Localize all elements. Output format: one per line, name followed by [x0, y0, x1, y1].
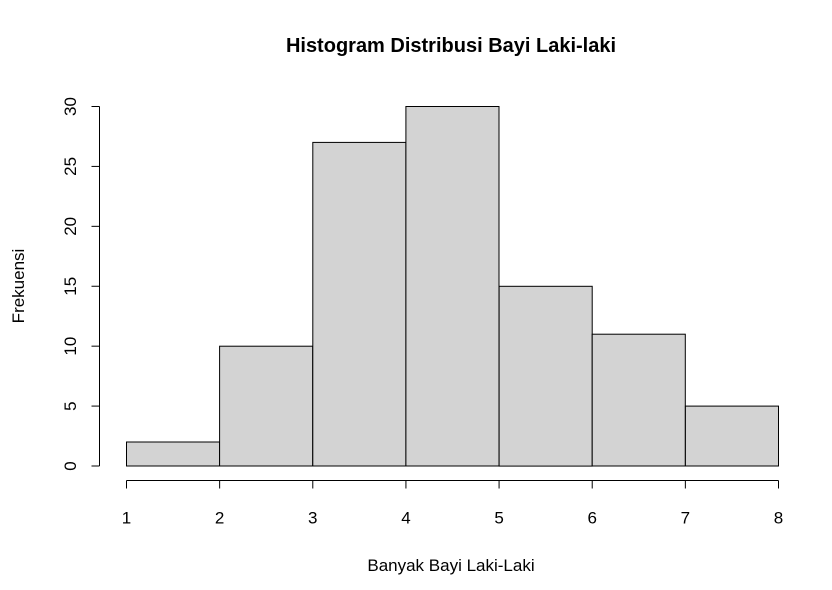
x-tick-label: 1 — [122, 509, 131, 528]
y-tick-label: 30 — [61, 97, 80, 116]
y-tick-label: 5 — [61, 401, 80, 410]
y-axis: 0 5 10 15 20 25 30 — [61, 97, 100, 471]
x-tick-label: 2 — [215, 509, 224, 528]
x-tick-label: 5 — [494, 509, 503, 528]
x-axis: 1 2 3 4 5 6 7 8 — [122, 480, 783, 528]
x-tick-label: 6 — [587, 509, 596, 528]
x-tick-label: 7 — [681, 509, 690, 528]
y-tick-label: 0 — [61, 461, 80, 470]
histogram-bar — [405, 106, 500, 467]
y-tick-label: 15 — [61, 277, 80, 296]
histogram-bar — [219, 345, 314, 467]
chart-title: Histogram Distribusi Bayi Laki-laki — [286, 35, 616, 57]
y-tick-label: 20 — [61, 217, 80, 236]
histogram-bar — [684, 405, 780, 467]
y-tick-label: 10 — [61, 337, 80, 356]
x-axis-label: Banyak Bayi Laki-Laki — [367, 556, 534, 575]
histogram-bar — [498, 285, 593, 467]
x-tick-label: 3 — [308, 509, 317, 528]
histogram-bar — [591, 333, 686, 467]
bars-group — [126, 106, 780, 467]
y-tick-label: 25 — [61, 157, 80, 176]
histogram-bar — [126, 441, 221, 467]
x-tick-label: 8 — [774, 509, 783, 528]
x-tick-label: 4 — [401, 509, 410, 528]
y-axis-label: Frekuensi — [9, 249, 28, 324]
histogram-bar — [312, 141, 407, 467]
